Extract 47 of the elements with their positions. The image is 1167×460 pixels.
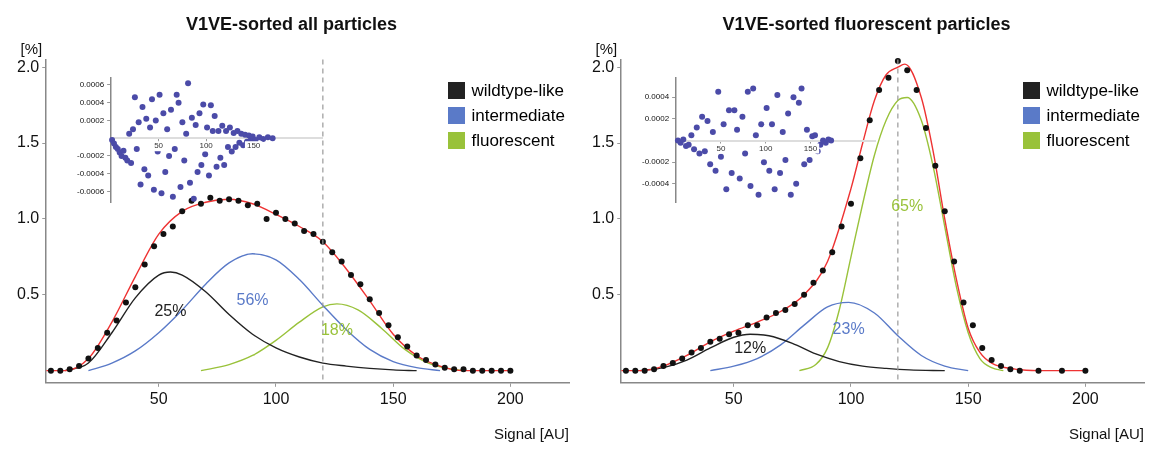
legend-label: fluorescent (471, 130, 555, 152)
legend-label: intermediate (1046, 105, 1140, 127)
chart-title: V1VE-sorted all particles (185, 13, 398, 34)
legend-label: fluorescent (1046, 130, 1130, 152)
x-tick-label: 200 (1072, 389, 1099, 407)
legend-label: wildtype-like (471, 80, 565, 102)
y-tick-label: 0.5 (16, 285, 40, 303)
y-tick-label: -0.0004 (641, 179, 670, 189)
y-tick-label: 1.0 (591, 209, 615, 227)
annotation: 65% (891, 197, 924, 215)
x-tick-label: 50 (149, 389, 168, 407)
y-tick-label: 0.0004 (79, 97, 105, 107)
annotation: 56% (236, 290, 269, 308)
x-tick-label: 200 (497, 389, 524, 407)
y-tick-label: 0.0004 (644, 92, 670, 102)
y-tick-label: -0.0006 (76, 186, 105, 196)
y-tick-label: -0.0002 (76, 151, 105, 161)
x-tick-label: 50 (724, 389, 743, 407)
x-axis-title: Signal [AU] (493, 425, 569, 443)
chart-title: V1VE-sorted fluorescent particles (722, 13, 1011, 34)
y-tick-label: 0.0002 (79, 115, 105, 125)
x-tick-label: 100 (199, 141, 214, 151)
y-axis-title: [%] (20, 40, 43, 58)
y-tick-label: 0.5 (591, 285, 615, 303)
y-tick-label: 1.5 (16, 133, 40, 151)
legend-label: intermediate (471, 105, 565, 127)
x-tick-label: 150 (379, 389, 407, 407)
y-tick-label: 2.0 (591, 57, 615, 75)
y-tick-label: 0.0006 (79, 80, 105, 90)
x-tick-label: 150 (803, 143, 818, 153)
x-tick-label: 150 (954, 389, 982, 407)
y-tick-label: 2.0 (16, 57, 40, 75)
x-tick-label: 50 (716, 143, 726, 153)
y-tick-label: -0.0002 (641, 157, 670, 167)
x-axis-title: Signal [AU] (1068, 425, 1144, 443)
y-axis-title: [%] (595, 40, 618, 58)
x-tick-label: 150 (246, 141, 261, 151)
y-tick-label: 0.0002 (644, 114, 670, 124)
x-tick-label: 50 (154, 141, 164, 151)
x-tick-label: 100 (837, 389, 865, 407)
legend-label: wildtype-like (1046, 80, 1140, 102)
y-tick-label: -0.0004 (76, 168, 105, 178)
x-tick-label: 100 (262, 389, 290, 407)
x-tick-label: 100 (759, 143, 773, 153)
y-tick-label: 1.5 (591, 133, 615, 151)
y-tick-label: 1.0 (16, 209, 40, 227)
annotation: 12% (734, 339, 767, 357)
